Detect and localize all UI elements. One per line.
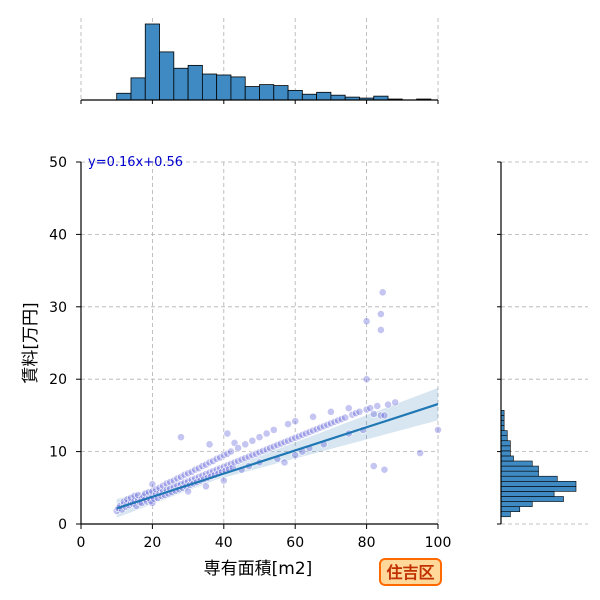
top-hist-bar — [273, 85, 289, 101]
ward-badge-text: 住吉区 — [386, 563, 434, 582]
x-tick-label: 80 — [358, 535, 376, 551]
x-tick-label: 20 — [143, 535, 161, 551]
top-hist-bar — [116, 92, 132, 101]
right-hist-bar — [500, 475, 558, 482]
scatter-point — [291, 451, 300, 460]
right-hist-bar — [500, 440, 511, 447]
right-hist-bar — [500, 496, 564, 502]
scatter-point — [376, 310, 385, 318]
regression-line-group — [116, 403, 439, 510]
top-hist-bar — [330, 94, 346, 101]
y-tick-label: 20 — [49, 372, 67, 388]
scatter-point — [248, 436, 257, 445]
scatter-point — [434, 425, 442, 434]
confidence-band — [116, 387, 438, 518]
x-axis-label: 専有面積[m2] — [204, 559, 313, 579]
scatter-point — [280, 458, 289, 467]
scatter-point — [205, 440, 214, 449]
x-tick-label: 0 — [77, 535, 86, 551]
scatter-points — [112, 288, 442, 515]
scatter-point — [255, 433, 264, 442]
top-hist-bar — [130, 77, 146, 101]
top-hist-bar — [259, 84, 275, 101]
scatter-point — [148, 499, 157, 507]
scatter-point — [369, 462, 378, 470]
scatter-point — [284, 420, 292, 428]
scatter-point — [391, 398, 400, 407]
top-hist-bar — [287, 89, 303, 101]
right-hist-bar — [500, 511, 511, 518]
top-hist-bar — [316, 91, 332, 101]
scatter-point — [366, 404, 375, 413]
scatter-point — [234, 444, 242, 452]
right-hist-bar — [500, 486, 577, 492]
y-tick-label: 50 — [49, 155, 67, 171]
x-tick-label: 60 — [286, 535, 304, 551]
right-hist-bar — [500, 435, 508, 442]
top-hist-bar — [187, 64, 203, 101]
right-hist-bar — [500, 465, 539, 472]
scatter-point — [362, 317, 371, 326]
right-hist-bar — [500, 470, 539, 477]
top-hist-bar — [173, 67, 189, 101]
scatter-point — [355, 407, 364, 416]
right-hist-bar — [500, 506, 521, 512]
right-hist-bar — [500, 480, 577, 487]
y-tick-label: 0 — [58, 517, 67, 533]
top-marginal-histogram — [80, 18, 439, 104]
scatter-point — [380, 465, 389, 474]
right-hist-bar — [500, 491, 555, 497]
right-marginal-histogram — [497, 161, 588, 525]
regression-equation: y=0.16x+0.56 — [88, 155, 183, 170]
regression-confidence-band — [116, 387, 438, 518]
scatter-point — [416, 449, 425, 457]
right-hist-bar — [500, 430, 508, 436]
scatter-point — [376, 326, 385, 334]
scatter-point — [309, 412, 317, 421]
top-hist-bar — [301, 93, 318, 101]
top-hist-bar — [216, 74, 232, 101]
right-hist-bar — [500, 455, 514, 462]
regression-line — [116, 403, 439, 510]
scatter-point — [227, 447, 235, 456]
x-tick-label: 40 — [215, 535, 233, 551]
y-tick-label: 30 — [49, 300, 67, 316]
main-scatter-plot: 0 20 40 60 80 100 0 10 20 30 40 50 — [49, 155, 451, 551]
axes: 0 20 40 60 80 100 0 10 20 30 40 50 — [49, 155, 451, 551]
scatter-point — [223, 429, 232, 438]
y-tick-label: 10 — [49, 445, 67, 461]
scatter-point — [262, 429, 271, 438]
scatter-point — [326, 407, 335, 416]
right-hist-bar — [500, 450, 511, 457]
ward-badge-box — [379, 558, 442, 586]
right-hist-bar — [500, 460, 533, 467]
scatter-point — [202, 482, 210, 491]
scatter-point — [380, 411, 389, 420]
scatter-point — [269, 425, 278, 434]
scatter-point — [219, 476, 228, 485]
scatter-point — [373, 402, 382, 410]
ward-badge: 住吉区 — [379, 558, 442, 586]
y-axis-label: 賃料[万円] — [21, 302, 41, 383]
right-hist-bar — [500, 501, 533, 507]
scatter-point — [344, 404, 353, 413]
top-hist-bar — [201, 73, 218, 101]
right-hist-bar — [500, 445, 511, 452]
scatter-point — [378, 288, 387, 297]
top-hist-bar — [159, 51, 175, 101]
scatter-point — [291, 417, 300, 426]
scatter-point — [184, 487, 192, 496]
x-tick-label: 100 — [425, 535, 452, 551]
scatter-point — [341, 413, 350, 422]
scatter-point — [369, 410, 378, 418]
scatter-point — [384, 400, 392, 409]
scatter-point — [241, 440, 250, 449]
y-tick-label: 40 — [49, 227, 67, 243]
top-hist-bar — [244, 86, 260, 101]
top-hist-bar — [230, 76, 246, 101]
top-hist-bar — [144, 23, 160, 101]
scatter-point — [362, 375, 371, 384]
scatter-point — [177, 433, 185, 442]
